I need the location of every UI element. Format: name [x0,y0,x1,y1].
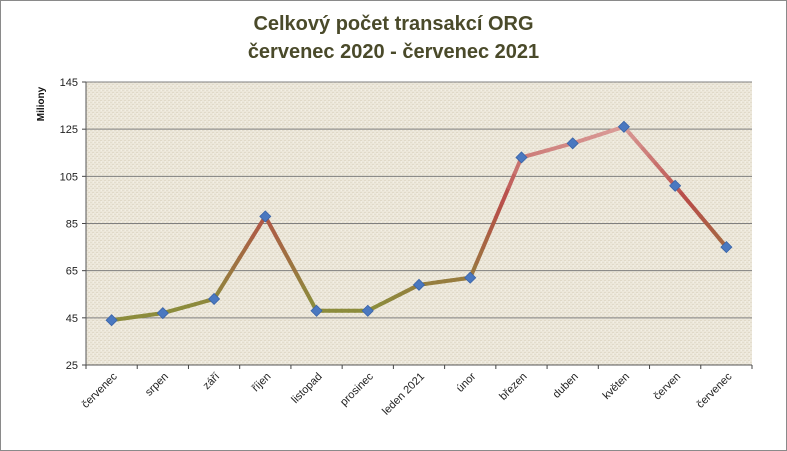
x-tick-label-12: červenec [694,370,734,410]
line-segment-3-6 [301,285,313,301]
chart-title: Celkový počet transakcí ORG [253,13,534,35]
x-tick-label-10: květen [601,371,632,402]
data-point-2 [208,292,221,306]
y-tick-label-125: 125 [60,124,78,136]
x-tick-label-9: duben [551,371,581,401]
data-point-9 [566,137,579,150]
data-point-7 [464,271,477,284]
line-segment-7-1 [474,245,486,265]
data-point-4 [310,304,323,317]
y-tick-label-25: 25 [66,360,78,372]
y-tick-label-85: 85 [66,219,78,231]
x-tick-label-7: únor [454,370,478,394]
y-tick-label-65: 65 [66,266,78,278]
line-segment-7-2 [481,230,492,250]
y-tick-label-105: 105 [60,171,78,183]
y-axis-label: Miliony [36,86,47,121]
y-tick-label-45: 45 [66,313,78,325]
data-point-0 [105,314,118,327]
x-tick-label-3: říjen [250,371,274,395]
line-segment-3-4 [288,261,300,278]
data-point-8 [515,151,528,164]
x-tick-label-11: červen [651,371,683,403]
line-segment-3-2 [276,238,287,254]
line-segment-2-3 [231,255,242,271]
line-segment-2-6 [250,224,261,240]
data-point-10 [617,120,630,133]
x-tick-label-0: červenec [80,370,120,410]
line-segment-7-5 [500,185,511,205]
x-tick-label-1: srpen [143,371,171,399]
data-point-12 [720,241,733,254]
x-tick-label-2: září [201,371,222,392]
series-line [109,124,729,323]
data-point-5 [361,304,374,317]
y-tick-label-145: 145 [60,77,78,89]
data-point-11 [669,179,682,192]
x-tick-label-6: leden 2021 [380,371,427,418]
line-segment-2-4 [237,245,249,260]
line-segment-3-3 [282,249,293,266]
chart-title-block: Celkový počet transakcí ORG červenec 202… [0,10,787,66]
chart-subtitle: červenec 2020 - červenec 2021 [247,41,540,63]
line-segment-3-5 [295,273,306,290]
line-segment-2-2 [224,266,236,281]
data-point-6 [412,278,426,291]
line-segment-3-1 [269,226,281,243]
line-segment-7-4 [493,200,505,220]
line-segment-2-1 [218,276,229,291]
line-segment-7-3 [487,215,498,235]
x-tick-label-8: březen [497,371,529,403]
data-point-1 [156,307,169,320]
line-segment-7-6 [506,170,518,190]
x-tick-label-4: listopad [289,371,324,406]
data-point-3 [259,210,272,223]
x-tick-labels: červenec srpen září říjen listopad prosinec le… [80,365,753,418]
line-segment-2-5 [244,235,255,250]
series-markers [105,120,733,327]
y-tick-labels: 25 45 65 85 105 125 145 [60,77,78,372]
axes [85,82,752,366]
x-tick-label-5: prosinec [338,370,376,408]
